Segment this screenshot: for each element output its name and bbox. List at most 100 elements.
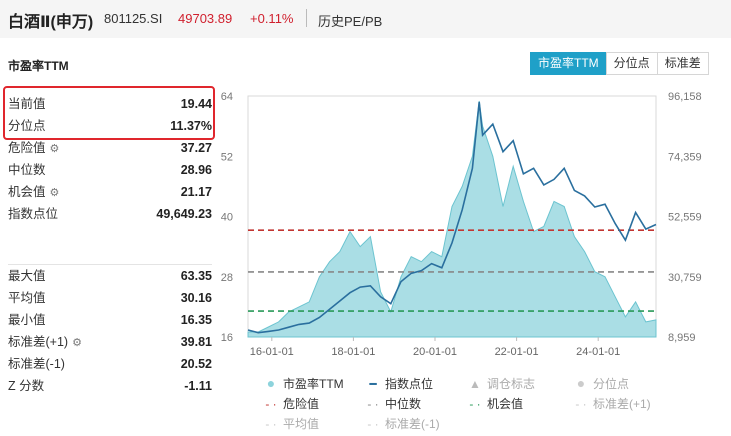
legend-item[interactable]: - · 危险值 [264, 395, 319, 412]
stat-row-percentile: 分位点 11.37% [8, 115, 212, 137]
legend-label: 危险值 [283, 397, 320, 411]
chart-section-title: 市盈率TTM [8, 59, 69, 73]
stat-value: 49,649.23 [156, 207, 212, 221]
legend-marker: ━ [369, 377, 377, 391]
x-tick-label: 20-01-01 [413, 346, 457, 358]
legend-item[interactable]: ▲ 调仓标志 [468, 375, 535, 392]
stat-value: 37.27 [180, 141, 212, 155]
right-tick-label: 30,759 [668, 272, 702, 284]
x-tick-label: 22-01-01 [495, 346, 539, 358]
legend-marker: ▲ [469, 377, 481, 391]
x-tick-label: 18-01-01 [331, 346, 375, 358]
stat-label: 指数点位 [8, 207, 59, 221]
stat-label: 平均值 [8, 291, 46, 305]
legend-label: 指数点位 [385, 377, 434, 391]
pe-pb-mode-link[interactable]: 历史PE/PB [318, 14, 383, 29]
legend-marker: ● [266, 375, 276, 391]
legend-label: 调仓标志 [487, 377, 536, 391]
stat-label-text: 标准差(+1) [8, 335, 69, 349]
stat-row-mean: 平均值 30.16 [8, 287, 212, 309]
header-divider [306, 9, 307, 27]
stat-row-index-level: 指数点位 49,649.23 [8, 203, 212, 225]
legend-item[interactable]: ● 分位点 [574, 375, 629, 392]
stat-value: 20.52 [180, 357, 212, 371]
stat-row-median: 中位数 28.96 [8, 159, 212, 181]
pe-ttm-area [247, 100, 657, 338]
legend-label: 标准差(-1) [385, 417, 440, 431]
stat-label: Z 分数 [8, 379, 45, 393]
gear-icon[interactable]: ⚙ [49, 143, 60, 155]
tab-std-dev[interactable]: 标准差 [656, 52, 709, 75]
legend-item[interactable]: ● 市盈率TTM [264, 375, 344, 392]
legend-label: 中位数 [385, 397, 422, 411]
stat-row-std-plus: 标准差(+1) ⚙ 39.81 [8, 331, 212, 353]
stat-value: -1.11 [184, 379, 212, 393]
highlight-box [3, 86, 215, 140]
stats-bottom-panel: 最大值 63.35 平均值 30.16 最小值 16.35 标准差(+1) ⚙ 3… [8, 265, 212, 397]
stat-label: 分位点 [8, 119, 46, 133]
stat-value: 30.16 [180, 291, 212, 305]
index-code: 801125.SI [104, 11, 163, 26]
stat-label: 中位数 [8, 163, 46, 177]
stat-label: 机会值 ⚙ [8, 181, 59, 204]
index-level-line [247, 101, 657, 334]
stat-label-text: 机会值 [8, 185, 46, 199]
right-tick-label: 52,559 [668, 212, 702, 224]
stat-value: 21.17 [180, 185, 212, 199]
right-tick-label: 8,959 [668, 332, 696, 344]
stat-value: 11.37% [170, 119, 212, 133]
left-tick-label: 16 [221, 332, 233, 344]
legend-label: 机会值 [487, 397, 524, 411]
stat-label: 标准差(-1) [8, 357, 65, 371]
index-price: 49703.89 [178, 11, 233, 26]
legend-item[interactable]: - · 标准差(+1) [574, 395, 651, 412]
stat-row-std-minus: 标准差(-1) 20.52 [8, 353, 212, 375]
legend-item[interactable]: - · 机会值 [468, 395, 523, 412]
index-change: +0.11% [250, 11, 294, 26]
legend-label: 市盈率TTM [283, 377, 344, 391]
legend-item[interactable]: - · 平均值 [264, 415, 319, 432]
stat-label-text: 危险值 [8, 141, 46, 155]
left-tick-label: 40 [221, 212, 233, 224]
metric-tabs: 市盈率TTM 分位点 标准差 [530, 52, 709, 75]
right-tick-label: 96,158 [668, 91, 702, 103]
stat-value: 39.81 [180, 335, 212, 349]
gear-icon[interactable]: ⚙ [72, 337, 82, 349]
stat-value: 63.35 [180, 269, 212, 283]
legend-marker: - · [265, 397, 277, 411]
legend-marker: - · [575, 397, 587, 411]
stat-row-min: 最小值 16.35 [8, 309, 212, 331]
gear-icon[interactable]: ⚙ [49, 187, 60, 199]
stat-label: 当前值 [8, 97, 46, 111]
legend-marker: - · [367, 417, 379, 431]
index-title: 白酒Ⅱ(申万) [8, 14, 94, 31]
left-tick-label: 64 [221, 91, 233, 103]
legend-label: 平均值 [283, 417, 320, 431]
stat-label: 最小值 [8, 313, 46, 327]
x-tick-label: 16-01-01 [250, 346, 294, 358]
tab-pe-ttm[interactable]: 市盈率TTM [530, 52, 607, 75]
stat-value: 28.96 [180, 163, 212, 177]
legend-label: 分位点 [593, 377, 630, 391]
stat-label: 危险值 ⚙ [8, 137, 59, 160]
stat-value: 19.44 [180, 97, 212, 111]
legend-marker: - · [265, 417, 277, 431]
stat-value: 16.35 [180, 313, 212, 327]
x-tick-label: 24-01-01 [576, 346, 620, 358]
legend-item[interactable]: - · 标准差(-1) [366, 415, 440, 432]
stat-row-danger: 危险值 ⚙ 37.27 [8, 137, 212, 159]
stats-divider [8, 264, 212, 265]
stat-row-current: 当前值 19.44 [8, 93, 212, 115]
legend-label: 标准差(+1) [593, 397, 651, 411]
stats-top-panel: 当前值 19.44 分位点 11.37% 危险值 ⚙ 37.27 中位数 28.9… [8, 93, 212, 225]
stat-label: 标准差(+1) ⚙ [8, 331, 82, 354]
legend-item[interactable]: - · 中位数 [366, 395, 421, 412]
legend-marker: - · [469, 397, 481, 411]
legend-marker: - · [367, 397, 379, 411]
legend-marker: ● [576, 375, 586, 391]
legend-item[interactable]: ━ 指数点位 [366, 375, 433, 392]
stat-label: 最大值 [8, 269, 46, 283]
right-tick-label: 74,359 [668, 151, 702, 163]
header-bar: 白酒Ⅱ(申万) 801125.SI 49703.89 +0.11% 历史PE/P… [0, 0, 731, 38]
